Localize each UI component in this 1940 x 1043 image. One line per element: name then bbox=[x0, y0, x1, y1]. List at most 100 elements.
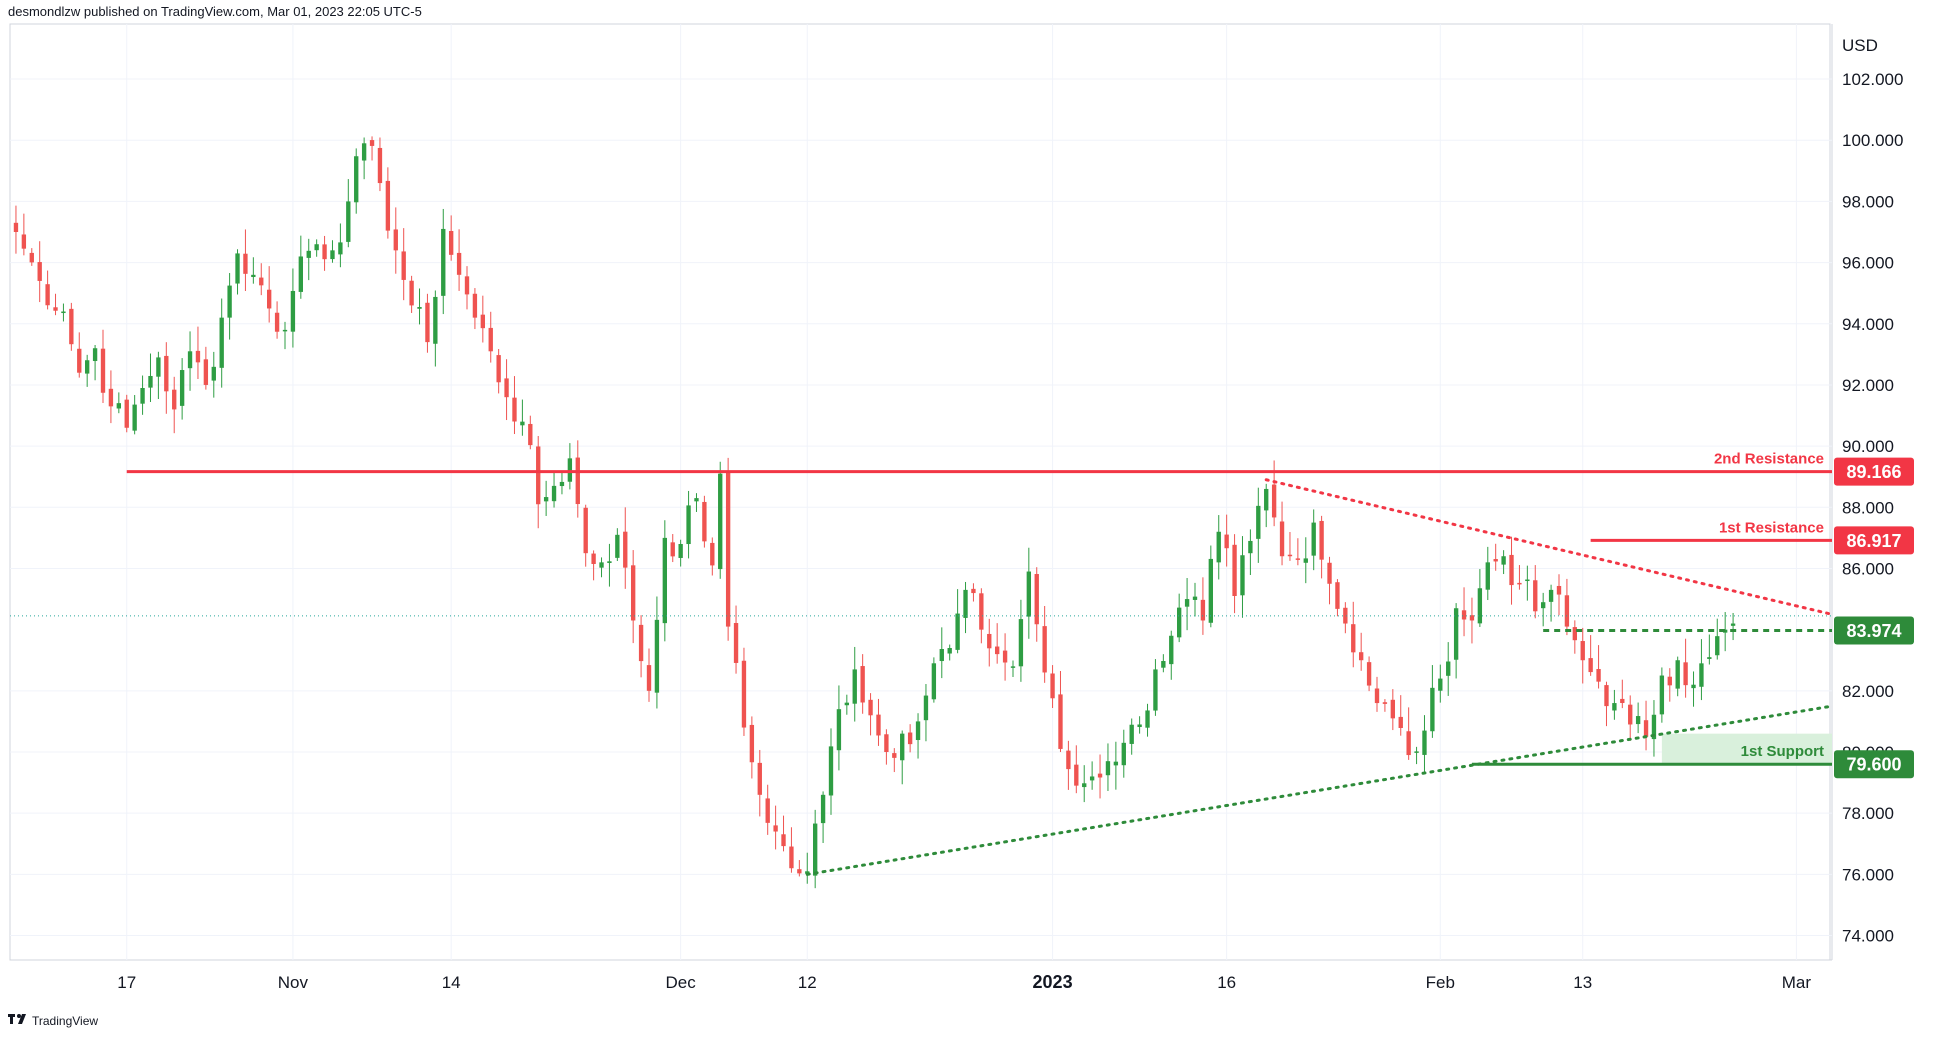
candle-up bbox=[1414, 746, 1419, 765]
candle-body bbox=[13, 222, 19, 232]
candle-down bbox=[741, 647, 747, 736]
candle-body bbox=[955, 613, 960, 650]
time-tick-label: 13 bbox=[1573, 973, 1592, 992]
candle-body bbox=[274, 312, 280, 332]
candle-body bbox=[354, 156, 359, 203]
candle-up bbox=[1121, 729, 1126, 778]
candle-up bbox=[1501, 550, 1506, 575]
price-tick-label: 76.000 bbox=[1842, 865, 1894, 884]
candle-down bbox=[1058, 671, 1063, 753]
candle-body bbox=[1699, 663, 1704, 687]
time-tick-label: Dec bbox=[666, 973, 697, 992]
price-axis[interactable]: 102.000 100.000 98.000 96.000 94.000 92.000 90… bbox=[1842, 70, 1903, 945]
candle-down bbox=[868, 693, 873, 736]
candles-layer bbox=[13, 136, 1736, 889]
candle-up bbox=[1113, 741, 1119, 790]
candle-down bbox=[1366, 656, 1372, 692]
candle-down bbox=[243, 229, 248, 292]
candle-body bbox=[1082, 783, 1087, 788]
candle-body bbox=[1074, 764, 1079, 786]
candle-body bbox=[92, 348, 98, 362]
candle-body bbox=[1279, 521, 1285, 557]
candle-body bbox=[1264, 488, 1269, 511]
candle-body bbox=[1105, 761, 1111, 776]
candle-body bbox=[235, 253, 240, 284]
time-tick-label: 17 bbox=[117, 973, 136, 992]
candle-body bbox=[1683, 662, 1688, 686]
candle-body bbox=[409, 280, 414, 306]
candle-down bbox=[1074, 745, 1079, 794]
candle-down bbox=[1564, 578, 1570, 636]
candle-body bbox=[1358, 652, 1364, 661]
candle-up bbox=[61, 303, 66, 322]
time-tick-label: Mar bbox=[1782, 973, 1812, 992]
price-tick-label: 94.000 bbox=[1842, 315, 1894, 334]
candle-body bbox=[1548, 589, 1554, 602]
candle-body bbox=[1730, 623, 1736, 626]
candle-body bbox=[1675, 660, 1680, 689]
candle-body bbox=[1715, 636, 1720, 656]
candle-body bbox=[1635, 716, 1641, 725]
candle-up bbox=[1453, 603, 1459, 679]
candle-down bbox=[1002, 633, 1008, 681]
candle-up bbox=[179, 358, 185, 420]
candle-body bbox=[227, 285, 232, 318]
candle-body bbox=[1596, 669, 1601, 682]
level-badge-bg bbox=[1834, 616, 1914, 645]
candle-body bbox=[53, 307, 58, 311]
candle-down bbox=[488, 311, 493, 363]
candle-body bbox=[591, 553, 596, 564]
price-tick-label: 98.000 bbox=[1842, 192, 1894, 211]
candle-down bbox=[876, 698, 881, 746]
candle-up bbox=[1216, 515, 1221, 580]
candle-up bbox=[433, 290, 438, 367]
candle-up bbox=[251, 257, 256, 284]
candle-body bbox=[1398, 716, 1403, 728]
candle-up bbox=[1612, 689, 1617, 720]
candle-body bbox=[852, 669, 857, 704]
candle-body bbox=[812, 823, 818, 876]
candle-body bbox=[528, 423, 533, 446]
candle-body bbox=[1121, 742, 1126, 766]
candle-body bbox=[282, 329, 288, 332]
candle-up bbox=[1430, 665, 1435, 738]
candle-body bbox=[164, 355, 169, 392]
candle-down bbox=[1667, 668, 1672, 702]
candle-down bbox=[789, 827, 794, 873]
candle-body bbox=[441, 228, 446, 296]
candle-body bbox=[1366, 662, 1372, 686]
candle-down bbox=[623, 507, 628, 589]
candle-down bbox=[203, 346, 209, 390]
candle-down bbox=[757, 749, 762, 817]
candle-body bbox=[931, 663, 937, 700]
candle-down bbox=[892, 748, 897, 773]
candle-up bbox=[235, 249, 240, 295]
candle-body bbox=[820, 794, 826, 824]
candle-down bbox=[124, 394, 129, 433]
candle-up bbox=[1691, 671, 1696, 707]
candle-body bbox=[1659, 675, 1665, 715]
candle-down bbox=[1287, 531, 1293, 561]
candle-down bbox=[1200, 577, 1206, 635]
grid-layer bbox=[10, 24, 1832, 960]
candle-body bbox=[1604, 685, 1609, 707]
candle-body bbox=[987, 633, 992, 649]
time-axis[interactable]: 17 Nov 14 Dec 12 2023 16 Feb 13 Mar bbox=[117, 972, 1811, 992]
candle-down bbox=[108, 370, 114, 424]
candle-down bbox=[1358, 632, 1364, 671]
candle-down bbox=[480, 295, 486, 343]
candle-body bbox=[243, 253, 248, 274]
level-badge-value: 83.974 bbox=[1846, 621, 1901, 641]
candle-down bbox=[45, 270, 50, 310]
candle-up bbox=[148, 353, 153, 403]
candle-down bbox=[464, 266, 470, 310]
candle-up bbox=[1145, 703, 1150, 737]
candle-up bbox=[931, 657, 937, 703]
candle-up bbox=[1153, 659, 1158, 716]
level-badge-bg bbox=[1834, 750, 1914, 779]
candle-body bbox=[694, 498, 699, 502]
candle-up bbox=[805, 852, 810, 884]
price-tick-label: 92.000 bbox=[1842, 376, 1894, 395]
candle-up bbox=[1264, 483, 1269, 528]
